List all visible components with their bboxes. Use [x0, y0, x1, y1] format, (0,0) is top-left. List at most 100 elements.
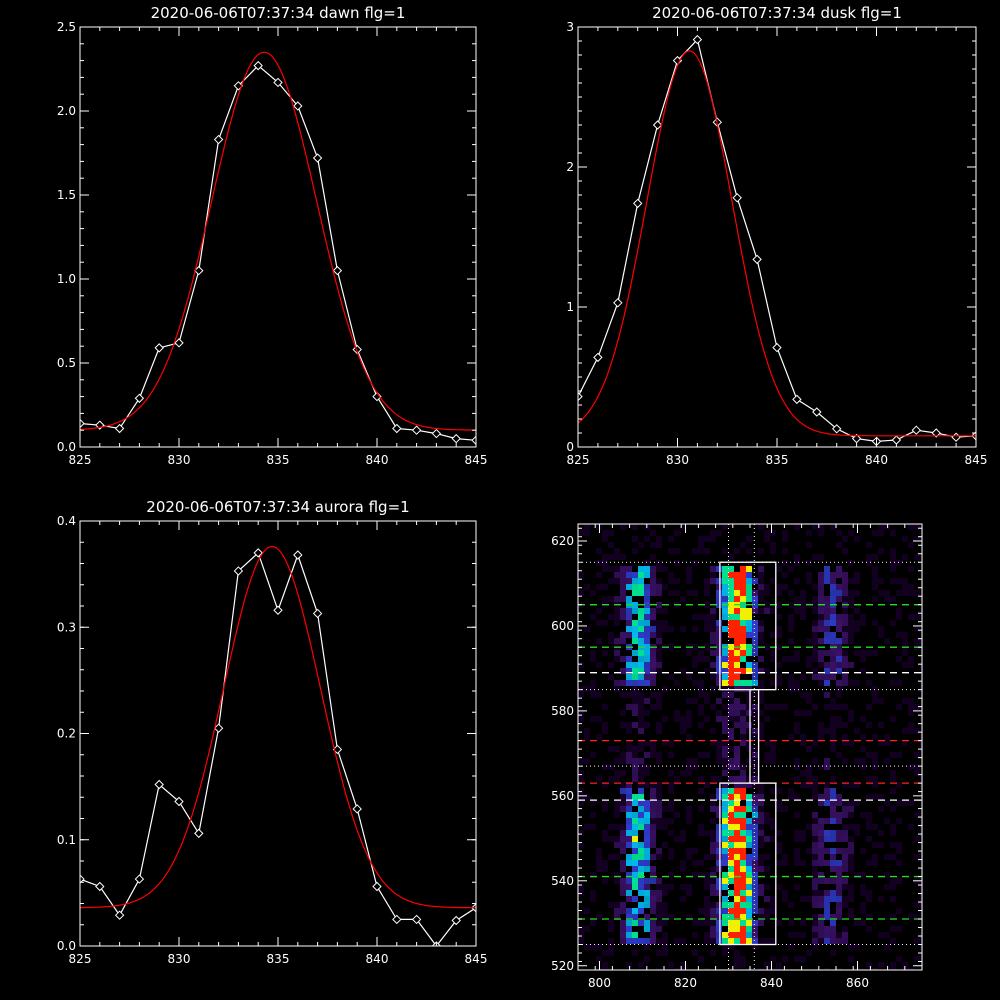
x-tick-label: 820: [674, 976, 697, 990]
data-point-marker: [692, 34, 703, 45]
x-tick-label: 835: [267, 952, 290, 966]
x-tick-label: 830: [666, 453, 689, 467]
data-point-marker: [174, 338, 184, 348]
gaussian-fit-line: [80, 545, 476, 909]
gaussian-fit-line: [578, 50, 976, 437]
data-point-marker: [80, 874, 85, 884]
data-point-marker: [891, 435, 902, 445]
region-box: [749, 689, 760, 784]
y-tick-label: 620: [551, 534, 574, 548]
x-tick-label: 825: [69, 952, 92, 966]
data-point-marker: [213, 723, 224, 733]
data-point-marker: [95, 881, 105, 892]
y-tick-label: 1: [566, 300, 574, 314]
x-tick-label: 840: [366, 952, 389, 966]
x-tick-label: 835: [766, 453, 789, 467]
data-line: [80, 64, 476, 441]
data-point-marker: [752, 254, 762, 265]
plot-area: [80, 545, 476, 946]
data-point-marker: [831, 424, 842, 434]
x-tick-label: 845: [465, 952, 488, 966]
data-point-marker: [652, 120, 663, 130]
data-point-marker: [134, 874, 145, 884]
x-tick-label: 840: [865, 453, 888, 467]
data-point-marker: [273, 77, 283, 88]
y-tick-label: 0.3: [57, 620, 76, 634]
data-point-marker: [792, 394, 802, 405]
data-point-marker: [293, 101, 303, 111]
plot-area: [578, 34, 976, 447]
x-tick-label: 825: [69, 453, 92, 467]
data-point-marker: [253, 548, 263, 558]
y-tick-label: 580: [551, 704, 574, 718]
y-tick-label: 0.0: [57, 440, 76, 454]
x-tick-label: 830: [168, 453, 191, 467]
data-point-marker: [154, 779, 164, 790]
gaussian-fit-line: [80, 51, 476, 431]
chart-title: 2020-06-06T07:37:34 dawn flg=1: [151, 4, 406, 22]
data-point-marker: [80, 418, 85, 429]
data-point-marker: [114, 423, 125, 434]
data-point-marker: [451, 915, 461, 926]
data-point-marker: [812, 407, 822, 417]
y-tick-label: 1.0: [57, 272, 76, 286]
y-tick-label: 2.0: [57, 104, 76, 118]
data-point-marker: [911, 425, 922, 435]
data-point-marker: [194, 828, 204, 839]
x-tick-label: 860: [846, 976, 869, 990]
dawn-profile-panel: 825 830 835 840 845 0.0 0.5 1.0 1.5 2.0 2.5 2020-06…: [57, 4, 488, 467]
region-box: [719, 782, 777, 946]
data-point-marker: [332, 265, 343, 276]
y-tick-label: 0.1: [57, 833, 76, 847]
plot-frame: [79, 26, 477, 448]
dusk-profile-panel: 825 830 835 840 845 0 1 2 3 2020-06-06T07:37:34 d…: [566, 4, 987, 467]
plot-area: [80, 51, 476, 445]
data-point-marker: [352, 804, 362, 814]
data-point-marker: [772, 342, 782, 353]
data-point-marker: [951, 432, 961, 442]
y-tick-label: 560: [551, 789, 574, 803]
data-point-marker: [471, 435, 476, 445]
x-tick-label: 845: [465, 453, 488, 467]
x-tick-label: 825: [567, 453, 590, 467]
y-tick-label: 1.5: [57, 188, 76, 202]
chart-title: 2020-06-06T07:37:34 aurora flg=1: [146, 498, 409, 516]
y-tick-label: 0.2: [57, 727, 76, 741]
data-point-marker: [273, 605, 283, 615]
y-tick-label: 540: [551, 874, 574, 888]
data-point-marker: [411, 425, 422, 435]
data-point-marker: [174, 796, 184, 807]
data-point-marker: [632, 198, 643, 209]
data-point-marker: [931, 428, 941, 438]
y-tick-label: 520: [551, 959, 574, 973]
heatmap-cells: [578, 524, 922, 970]
x-tick-label: 835: [267, 453, 290, 467]
data-point-marker: [411, 914, 422, 925]
data-point-marker: [213, 134, 224, 145]
data-point-marker: [372, 391, 382, 402]
region-box: [719, 561, 777, 691]
data-point-marker: [114, 910, 125, 920]
data-point-marker: [732, 193, 742, 203]
data-point-marker: [372, 881, 382, 892]
data-point-marker: [593, 352, 603, 363]
y-tick-label: 0.5: [57, 356, 76, 370]
plot-frame: [577, 26, 977, 448]
data-point-marker: [851, 433, 862, 444]
data-point-marker: [613, 298, 623, 308]
data-point-marker: [312, 608, 323, 619]
x-tick-label: 840: [760, 976, 783, 990]
data-point-marker: [392, 423, 402, 434]
x-tick-label: 830: [168, 952, 191, 966]
y-tick-label: 600: [551, 619, 574, 633]
y-tick-label: 3: [566, 20, 574, 34]
plot-area: [578, 524, 922, 970]
data-point-marker: [293, 550, 303, 560]
y-tick-label: 0.0: [57, 939, 76, 953]
y-tick-label: 2.5: [57, 20, 76, 34]
x-tick-label: 845: [965, 453, 988, 467]
x-tick-label: 800: [588, 976, 611, 990]
spectrum-heatmap-panel: 800 820 840 860 520 540 560 580 600 620: [551, 523, 923, 990]
data-point-marker: [134, 393, 145, 403]
